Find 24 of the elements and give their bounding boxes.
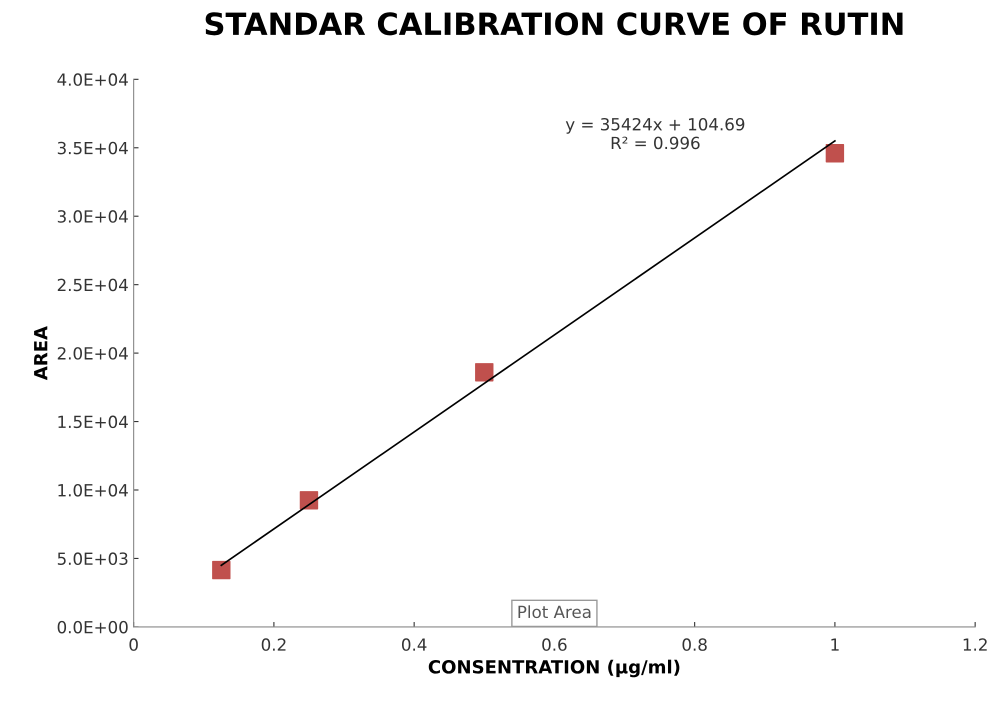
y-tick-label: 1.0E+04 (58, 484, 128, 497)
y-tick-label: 5.0E+03 (58, 552, 128, 566)
x-tick-label: 0.4 (402, 638, 426, 651)
y-tick-label: 2.5E+04 (58, 278, 128, 292)
x-tick-label: 0 (129, 638, 138, 651)
y-tick-label: 4.0E+04 (57, 73, 128, 86)
y-axis-title: AREA (34, 326, 48, 380)
y-tick-label: 2.0E+04 (58, 347, 128, 360)
point (475, 363, 494, 382)
x-tick-label: 0.8 (682, 638, 707, 651)
y-tick-label: 3.5E+04 (58, 142, 128, 154)
y-tick-label: 1.5E+04 (58, 416, 128, 428)
x-axis-title: CONSENTRATION (µg/ml) (428, 660, 680, 678)
point (212, 560, 231, 580)
x-tick-label: 0.6 (542, 638, 567, 651)
y-tick-label: 0.0E+00 (58, 620, 128, 634)
chart-title: STANDAR CALIBRATION CURVE OF RUTIN (206, 12, 903, 36)
x-tick-label: 0.2 (262, 638, 286, 651)
point (826, 144, 844, 162)
x-tick-label: 1.2 (964, 638, 987, 651)
annotation: Plot Area (518, 605, 590, 618)
x-tick-label: 1 (831, 638, 839, 651)
y-tick-label: 3.0E+04 (58, 210, 128, 223)
annotation: y = 35424x + 104.69 R² = 0.996 (566, 118, 744, 150)
